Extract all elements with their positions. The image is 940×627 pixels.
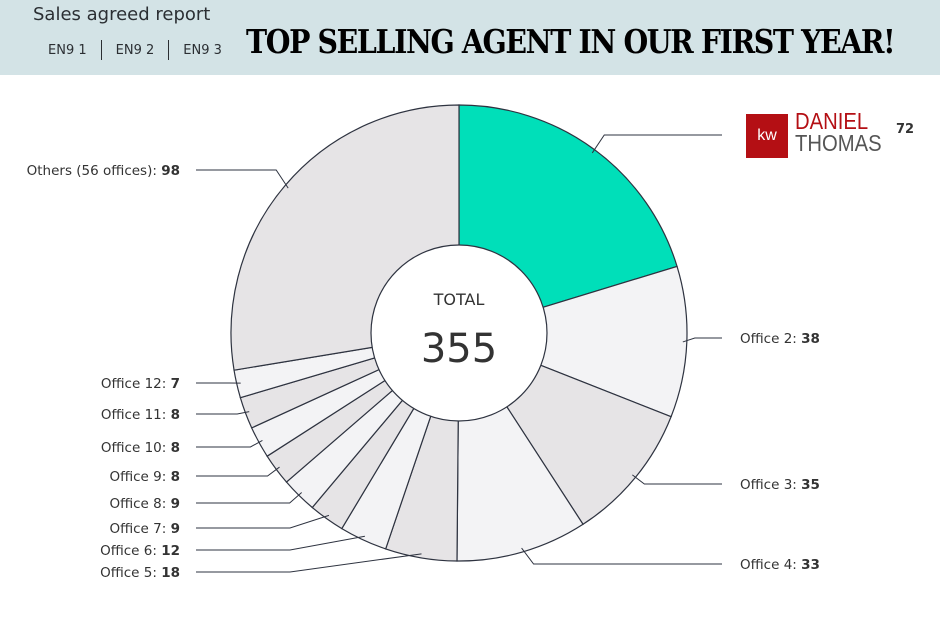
tab-en9-3[interactable]: EN9 3 (183, 42, 222, 58)
headline: TOP SELLING AGENT IN OUR FIRST YEAR! (246, 22, 896, 61)
leader-line (682, 337, 722, 343)
total-value: 355 (421, 326, 497, 372)
report-title: Sales agreed report (33, 4, 211, 25)
slice-label: Others (56 offices): 98 (27, 163, 180, 179)
slice-label: Office 4: 33 (740, 557, 820, 573)
tab-en9-2[interactable]: EN9 2 (115, 42, 155, 58)
header: Sales agreed report EN9 1 EN9 2 EN9 3 TO… (0, 0, 940, 75)
total-label: TOTAL (433, 290, 485, 309)
slice-label: Office 10: 8 (101, 440, 180, 456)
postcode-tabs: EN9 1 EN9 2 EN9 3 (48, 40, 222, 60)
leader-line (632, 474, 722, 485)
slice-label: Office 5: 18 (100, 565, 180, 581)
kw-logo: kw (746, 114, 788, 158)
leader-line (196, 466, 280, 477)
slice-label: Office 6: 12 (100, 543, 180, 559)
slice-label: Office 11: 8 (101, 407, 180, 423)
slice-label: Office 7: 9 (109, 521, 180, 537)
agent-name-logo: DANIEL THOMAS (795, 108, 882, 156)
donut-hole (370, 244, 548, 422)
leader-line (196, 535, 365, 551)
tab-en9-1[interactable]: EN9 1 (48, 42, 87, 58)
leader-line (196, 169, 289, 189)
leader-line (196, 514, 330, 529)
leader-line (521, 547, 722, 565)
slice-label: Office 12: 7 (101, 376, 180, 392)
agent-first-name: DANIEL (795, 108, 869, 134)
slice-label: Office 3: 35 (740, 477, 820, 493)
leader-line (196, 553, 422, 573)
slice-label: Office 9: 8 (109, 469, 180, 485)
leader-line (196, 492, 302, 504)
pie-slice[interactable] (457, 265, 688, 418)
divider (168, 40, 170, 60)
leader-line (196, 411, 250, 415)
leader-line (196, 439, 263, 448)
divider (100, 40, 102, 60)
leader-line (591, 134, 722, 154)
agent-value-label: 72 (896, 122, 915, 137)
agent-last-name: THOMAS (795, 130, 882, 156)
slice-label: Office 8: 9 (109, 496, 180, 512)
slice-label: Office 2: 38 (740, 331, 820, 347)
